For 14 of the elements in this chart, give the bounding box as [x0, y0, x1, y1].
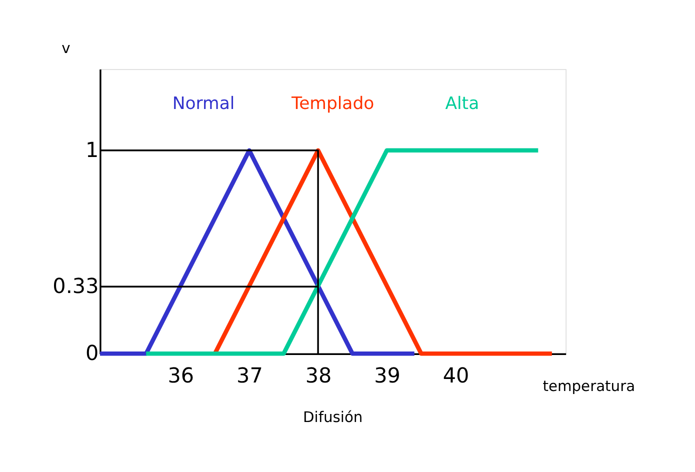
- x-tick-label: 39: [374, 364, 400, 388]
- y-tick-label: 0: [86, 341, 99, 366]
- x-tick-label: 36: [168, 364, 194, 388]
- y-axis-title: v: [62, 40, 71, 58]
- text: Difusión: [302, 408, 363, 426]
- x-axis-title: temperatura: [542, 378, 636, 396]
- x-tick-label: 37: [236, 364, 263, 388]
- text: Alta: [445, 94, 480, 114]
- y-tick-label: 1: [86, 138, 99, 162]
- text: Normal: [172, 94, 235, 114]
- text: Templado: [290, 94, 374, 114]
- x-tick-label: 38: [305, 364, 332, 388]
- y-tick-label: 0.33: [52, 274, 99, 298]
- x-tick-label: 40: [442, 364, 470, 388]
